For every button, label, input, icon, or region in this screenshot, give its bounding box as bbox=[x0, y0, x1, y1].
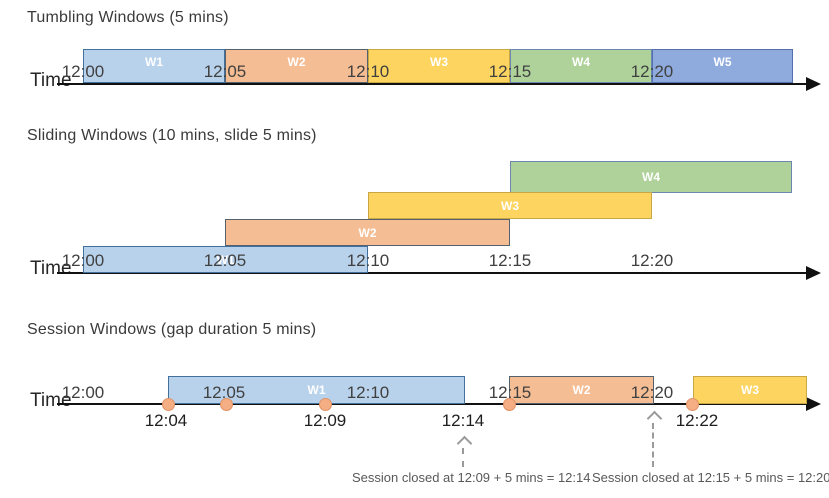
window-label: W1 bbox=[145, 55, 163, 69]
window-label: W3 bbox=[501, 198, 519, 213]
sliding-time-axis bbox=[57, 272, 810, 274]
tick-label: 12:20 bbox=[630, 251, 674, 270]
session-time-axis-label: Time bbox=[30, 390, 72, 411]
window-label: W2 bbox=[358, 225, 377, 240]
tick-label: 12:00 bbox=[61, 251, 105, 270]
session-title: Session Windows (gap duration 5 mins) bbox=[27, 321, 317, 338]
tick-label: 12:10 bbox=[346, 383, 390, 402]
tick-label: 12:20 bbox=[630, 62, 674, 81]
sliding-window-w1: W1 bbox=[83, 246, 368, 273]
window-label: W1 bbox=[307, 383, 326, 397]
sliding-window-w3: W3 bbox=[368, 192, 652, 219]
session-closed-annotation-1: Session closed at 12:09 + 5 mins = 12:14 bbox=[352, 470, 591, 485]
event-time-label: 12:04 bbox=[144, 411, 188, 430]
tumbling-time-axis-label: Time bbox=[30, 70, 72, 91]
tick-label: 12:00 bbox=[61, 383, 105, 402]
sliding-title: Sliding Windows (10 mins, slide 5 mins) bbox=[27, 127, 317, 144]
window-label: W1 bbox=[216, 252, 235, 267]
tick-label: 12:05 bbox=[203, 62, 247, 81]
tick-label: 12:05 bbox=[202, 383, 246, 402]
tumbling-time-axis bbox=[57, 83, 810, 85]
window-label: W3 bbox=[741, 383, 759, 397]
window-label: W4 bbox=[642, 170, 660, 184]
session-time-axis bbox=[57, 403, 810, 405]
tick-label: 12:15 bbox=[488, 251, 532, 270]
tumbling-window-w1: W1 bbox=[83, 49, 225, 83]
up-arrow-icon bbox=[456, 435, 473, 452]
tumbling-window-w3: W3 bbox=[368, 49, 510, 83]
tick-label: 12:10 bbox=[346, 62, 390, 81]
tumbling-axis-arrowhead-icon bbox=[806, 77, 821, 91]
tumbling-window-w5: W5 bbox=[652, 49, 793, 83]
window-label: W2 bbox=[572, 383, 591, 397]
event-dot bbox=[503, 398, 516, 411]
tumbling-title: Tumbling Windows (5 mins) bbox=[27, 9, 229, 26]
event-dot bbox=[319, 398, 332, 411]
tick-label: 12:10 bbox=[346, 251, 390, 270]
event-time-label: 12:22 bbox=[675, 411, 719, 430]
tick-label: 12:15 bbox=[488, 383, 532, 402]
window-label: W5 bbox=[713, 55, 732, 69]
tick-label: 12:00 bbox=[61, 62, 105, 81]
session-window-w1: W1 bbox=[168, 376, 465, 404]
session-window-w3: W3 bbox=[693, 376, 807, 404]
event-dot bbox=[220, 398, 233, 411]
event-dot bbox=[686, 398, 699, 411]
tick-label: 12:20 bbox=[630, 383, 674, 402]
window-label: W3 bbox=[430, 55, 448, 69]
event-dot bbox=[162, 398, 175, 411]
sliding-window-w2: W2 bbox=[225, 219, 510, 246]
session-closed-annotation-2: Session closed at 12:15 + 5 mins = 12:20 bbox=[592, 470, 829, 485]
dashed-arrow-line bbox=[652, 423, 654, 467]
event-time-label: 12:14 bbox=[441, 411, 485, 430]
window-label: W2 bbox=[287, 55, 306, 69]
tick-label: 12:15 bbox=[488, 62, 532, 81]
tumbling-window-w4: W4 bbox=[510, 49, 652, 83]
session-axis-arrowhead-icon bbox=[806, 397, 821, 411]
tumbling-window-w2: W2 bbox=[225, 49, 368, 83]
session-window-w2: W2 bbox=[509, 376, 654, 404]
dashed-arrow-line bbox=[462, 448, 464, 467]
event-time-label: 12:09 bbox=[303, 411, 347, 430]
tick-label: 12:05 bbox=[203, 251, 247, 270]
window-label: W4 bbox=[572, 55, 590, 69]
sliding-axis-arrowhead-icon bbox=[806, 266, 821, 280]
sliding-window-w4: W4 bbox=[510, 161, 792, 193]
